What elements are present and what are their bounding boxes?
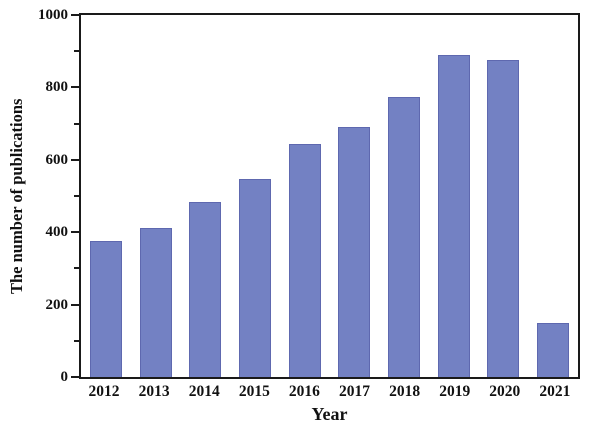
x-tick-label-2013: 2013 — [138, 383, 170, 400]
y-major-tick-0 — [71, 376, 79, 378]
x-axis-title: Year — [311, 404, 348, 424]
plot-area — [79, 13, 580, 379]
y-minor-tick-300 — [74, 267, 79, 270]
y-tick-label-0: 0 — [60, 369, 69, 385]
y-major-tick-200 — [71, 303, 79, 306]
y-minor-tick-700 — [74, 122, 79, 125]
x-axis-tick-labels: 2012 2013 2014 2015 2016 2017 2018 2019 2020 2021 — [79, 383, 580, 401]
x-tick-label-2019: 2019 — [439, 383, 471, 400]
y-minor-tick-100 — [74, 339, 79, 342]
y-major-tick-400 — [71, 231, 79, 234]
x-tick-label-2016: 2016 — [288, 383, 320, 400]
y-tick-label-600: 600 — [45, 151, 69, 168]
y-minor-tick-500 — [74, 195, 79, 197]
x-tick-label-2015: 2015 — [238, 383, 270, 400]
y-major-tick-600 — [71, 158, 79, 161]
bars-container — [81, 15, 578, 377]
x-tick-label-2018: 2018 — [389, 383, 421, 400]
bar-2020 — [487, 59, 520, 377]
x-tick-label-2021: 2021 — [539, 383, 571, 400]
y-tick-label-400: 400 — [45, 224, 69, 241]
y-minor-tick-900 — [74, 50, 79, 53]
x-tick-label-2012: 2012 — [88, 383, 120, 400]
y-axis-title: The number of publications — [7, 98, 26, 294]
bar-2021 — [537, 323, 570, 377]
bar-2012 — [89, 240, 122, 377]
y-tick-label-1000: 1000 — [38, 7, 68, 23]
x-tick-label-2020: 2020 — [489, 383, 521, 400]
x-tick-label-2017: 2017 — [339, 383, 371, 400]
y-major-tick-800 — [71, 86, 79, 89]
bar-2015 — [238, 178, 271, 377]
bar-2014 — [189, 202, 222, 377]
bar-2013 — [139, 227, 172, 377]
x-tick-label-2014: 2014 — [188, 383, 220, 400]
y-tick-label-200: 200 — [45, 296, 69, 313]
bar-2016 — [288, 143, 321, 377]
bar-2017 — [338, 127, 371, 377]
y-major-tick-1000 — [71, 14, 79, 16]
bar-2019 — [437, 54, 470, 377]
y-tick-label-800: 800 — [45, 79, 69, 96]
bar-2018 — [387, 97, 420, 377]
